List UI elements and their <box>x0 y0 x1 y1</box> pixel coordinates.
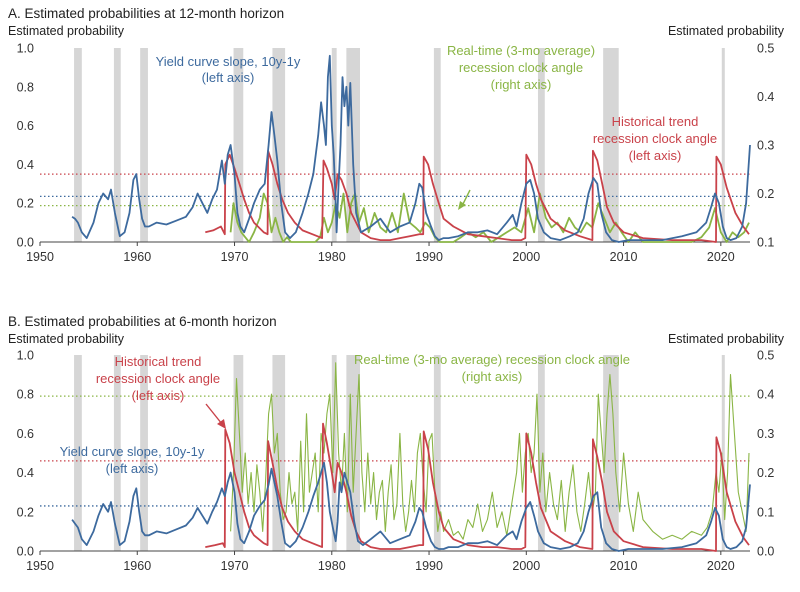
x-tick-label: 2000 <box>512 250 540 264</box>
annotation-realtime: (right axis) <box>462 369 523 384</box>
right-y-tick-label: 0.2 <box>757 466 774 480</box>
x-tick-label: 1970 <box>221 559 249 573</box>
panel-12-month: A. Estimated probabilities at 12-month h… <box>8 6 785 264</box>
left-y-tick-label: 0.4 <box>17 466 34 480</box>
x-tick-label: 1950 <box>26 250 54 264</box>
right-y-tick-label: 0.5 <box>757 42 774 56</box>
series-line-yield <box>71 461 751 552</box>
right-y-tick-label: 0.1 <box>757 505 774 519</box>
x-tick-label: 2020 <box>707 559 735 573</box>
left-y-tick-label: 0.4 <box>17 158 34 172</box>
recession-band <box>537 48 545 242</box>
right-y-tick-label: 0.3 <box>757 139 774 153</box>
left-y-tick-label: 0.6 <box>17 427 34 441</box>
x-tick-label: 2010 <box>610 559 638 573</box>
left-y-tick-label: 0.0 <box>17 236 34 250</box>
series-line-historical <box>205 422 750 552</box>
left-y-tick-label: 1.0 <box>17 42 34 56</box>
right-axis-title: Estimated probability <box>668 332 785 346</box>
annotation-yield: Yield curve slope, 10y-1y <box>60 444 205 459</box>
left-y-tick-label: 1.0 <box>17 349 34 363</box>
right-y-tick-label: 0.4 <box>757 388 774 402</box>
x-tick-label: 1980 <box>318 559 346 573</box>
series-line-realtime <box>229 192 750 243</box>
left-y-tick-label: 0.2 <box>17 197 34 211</box>
annotation-historical: recession clock angle <box>96 371 220 386</box>
recession-band <box>113 48 121 242</box>
left-y-tick-label: 0.8 <box>17 388 34 402</box>
panel-6-month: B. Estimated probabilities at 6-month ho… <box>8 314 785 573</box>
x-tick-label: 2020 <box>707 250 735 264</box>
annotation-historical: Historical trend <box>115 354 202 369</box>
annotation-yield: (left axis) <box>202 70 255 85</box>
annotation-historical: recession clock angle <box>593 131 717 146</box>
x-tick-label: 2000 <box>512 559 540 573</box>
annotation-realtime: (right axis) <box>491 77 552 92</box>
recession-band <box>433 48 441 242</box>
annotation-historical: Historical trend <box>612 114 699 129</box>
series-line-yield <box>71 54 751 243</box>
annotation-realtime: Real-time (3-mo average) <box>447 43 595 58</box>
left-y-tick-label: 0.2 <box>17 505 34 519</box>
right-y-tick-label: 0.5 <box>757 349 774 363</box>
left-axis-title: Estimated probability <box>8 332 125 346</box>
recession-band <box>233 48 244 242</box>
right-y-tick-label: 0.3 <box>757 427 774 441</box>
recession-band <box>113 355 121 551</box>
recession-band <box>140 48 148 242</box>
x-tick-label: 2010 <box>610 250 638 264</box>
x-tick-label: 1970 <box>221 250 249 264</box>
left-y-tick-label: 0.8 <box>17 80 34 94</box>
recession-band <box>603 48 619 242</box>
recession-band <box>433 355 441 551</box>
annotation-realtime: recession clock angle <box>459 60 583 75</box>
x-tick-label: 1960 <box>123 250 151 264</box>
series-line-realtime <box>230 362 750 540</box>
right-y-tick-label: 0.1 <box>757 236 774 250</box>
recession-band <box>721 48 725 242</box>
x-tick-label: 1990 <box>415 559 443 573</box>
series-line-historical <box>205 149 750 243</box>
x-tick-label: 1950 <box>26 559 54 573</box>
annotation-arrowhead-historical <box>217 419 226 429</box>
right-y-tick-label: 0.4 <box>757 90 774 104</box>
right-axis-title: Estimated probability <box>668 24 785 38</box>
recession-band <box>603 355 619 551</box>
left-y-tick-label: 0.0 <box>17 545 34 559</box>
annotation-arrow-historical <box>205 403 223 425</box>
annotation-realtime: Real-time (3-mo average) recession clock… <box>354 352 630 367</box>
chart-title: B. Estimated probabilities at 6-month ho… <box>8 314 277 329</box>
recession-band <box>140 355 148 551</box>
chart-title: A. Estimated probabilities at 12-month h… <box>8 6 284 21</box>
annotation-historical: (left axis) <box>629 148 682 163</box>
recession-band <box>272 48 286 242</box>
x-tick-label: 1990 <box>415 250 443 264</box>
x-tick-label: 1960 <box>123 559 151 573</box>
recession-band <box>721 355 725 551</box>
recession-band <box>74 355 82 551</box>
left-y-tick-label: 0.6 <box>17 119 34 133</box>
recession-band <box>74 48 82 242</box>
recession-band <box>331 48 337 242</box>
recession-band <box>537 355 545 551</box>
x-tick-label: 1980 <box>318 250 346 264</box>
annotation-historical: (left axis) <box>132 388 185 403</box>
recession-band <box>233 355 244 551</box>
left-axis-title: Estimated probability <box>8 24 125 38</box>
annotation-yield: (left axis) <box>106 461 159 476</box>
annotation-yield: Yield curve slope, 10y-1y <box>156 54 301 69</box>
right-y-tick-label: 0.0 <box>757 545 774 559</box>
recession-band <box>331 355 337 551</box>
right-y-tick-label: 0.2 <box>757 187 774 201</box>
annotation-arrowhead-realtime <box>458 201 466 210</box>
